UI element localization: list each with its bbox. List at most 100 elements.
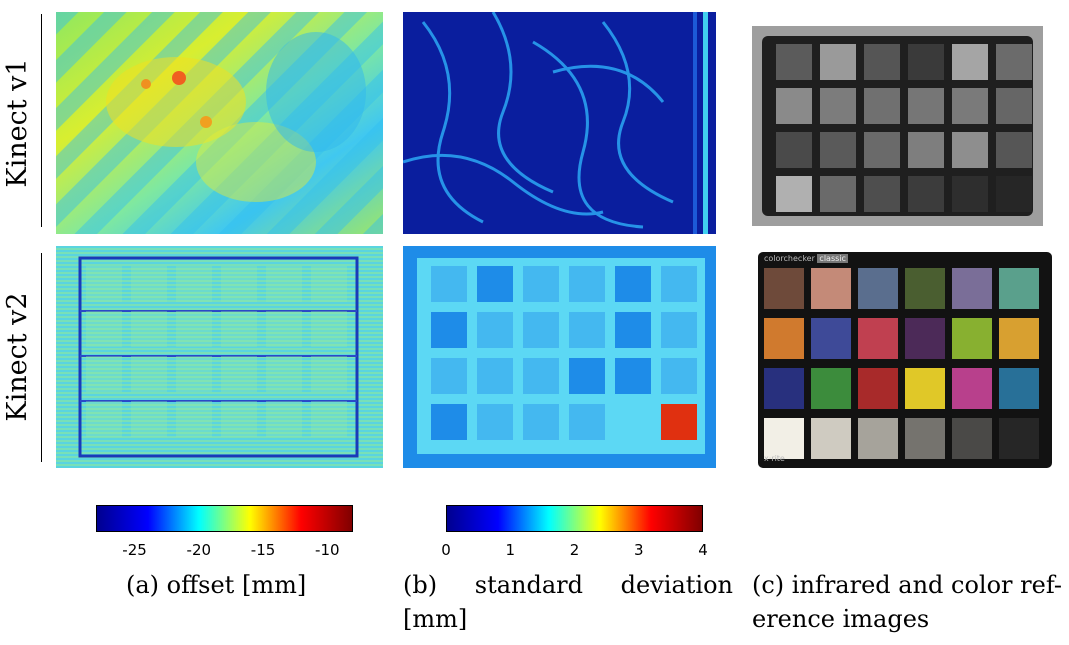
infrared-patch bbox=[864, 176, 900, 212]
infrared-patch bbox=[820, 88, 856, 124]
infrared-patch bbox=[908, 176, 944, 212]
offset-v2-cell-patch bbox=[221, 311, 257, 347]
infrared-patch bbox=[952, 44, 988, 80]
std-v2-cell-patch bbox=[431, 266, 467, 302]
colorchecker-patch bbox=[764, 318, 804, 359]
std-v2-cell-patch bbox=[661, 266, 697, 302]
std-v2-cell-patch bbox=[569, 312, 605, 348]
infrared-patch bbox=[996, 132, 1032, 168]
infrared-patch bbox=[996, 176, 1032, 212]
colorchecker-badge: classic bbox=[817, 254, 848, 263]
std-v2-cell-patch bbox=[615, 266, 651, 302]
color-checker-image: colorchecker classic x·rite bbox=[752, 248, 1058, 471]
std-tick-label: 3 bbox=[633, 541, 644, 559]
offset-v2-cell-patch bbox=[311, 311, 347, 347]
std-v2-cell-patch bbox=[523, 312, 559, 348]
offset-v2-cell-patch bbox=[131, 311, 167, 347]
offset-v2-cell-patch bbox=[176, 401, 212, 437]
std-v2-cell-patch bbox=[431, 404, 467, 440]
offset-v2-cell-patch bbox=[266, 311, 302, 347]
infrared-patch bbox=[952, 176, 988, 212]
offset-v2-cell-patch bbox=[131, 266, 167, 302]
offset-tick-label: -10 bbox=[315, 541, 340, 559]
colorchecker-patch bbox=[905, 418, 945, 459]
offset-v2-cell-patch bbox=[176, 266, 212, 302]
colorbar-std bbox=[446, 505, 703, 532]
offset-tick-label: -20 bbox=[186, 541, 212, 559]
std-v2-cell-patch bbox=[615, 312, 651, 348]
offset-v2-cell-patch bbox=[311, 356, 347, 392]
infrared-patch bbox=[996, 44, 1032, 80]
colorchecker-patch bbox=[811, 318, 851, 359]
colorchecker-patch bbox=[905, 318, 945, 359]
std-tick-label: 1 bbox=[505, 541, 516, 559]
colorchecker-patch bbox=[952, 418, 992, 459]
colorchecker-patch bbox=[764, 368, 804, 409]
infrared-patch bbox=[776, 132, 812, 168]
infrared-reference-image bbox=[752, 26, 1043, 226]
colorchecker-patch bbox=[858, 368, 898, 409]
offset-v2-cell-patch bbox=[86, 311, 122, 347]
colorchecker-patch bbox=[858, 418, 898, 459]
infrared-patch bbox=[820, 132, 856, 168]
offset-v2-cell-patch bbox=[266, 401, 302, 437]
xrite-logo: x·rite bbox=[764, 454, 785, 463]
infrared-patch bbox=[864, 132, 900, 168]
std-v2-cell-patch bbox=[477, 312, 513, 348]
offset-v2-cell-patch bbox=[176, 356, 212, 392]
offset-map-kinect-v1 bbox=[56, 12, 383, 234]
infrared-patch bbox=[864, 44, 900, 80]
infrared-patch bbox=[820, 176, 856, 212]
infrared-patch bbox=[908, 44, 944, 80]
std-v2-cell-patch bbox=[523, 358, 559, 394]
colorchecker-patch bbox=[811, 368, 851, 409]
infrared-patch bbox=[996, 88, 1032, 124]
colorchecker-patch bbox=[905, 368, 945, 409]
std-v2-cell-patch bbox=[569, 358, 605, 394]
colorbar-offset bbox=[96, 505, 353, 532]
infrared-patch bbox=[776, 44, 812, 80]
colorchecker-patch bbox=[811, 268, 851, 309]
std-v2-cell-patch bbox=[431, 358, 467, 394]
infrared-patch bbox=[864, 88, 900, 124]
std-v2-cell-patch bbox=[431, 312, 467, 348]
infrared-patch bbox=[908, 88, 944, 124]
row-rule-v1 bbox=[41, 14, 42, 227]
infrared-patch bbox=[820, 44, 856, 80]
std-map-kinect-v1 bbox=[403, 12, 716, 234]
std-v2-cell-patch bbox=[569, 266, 605, 302]
offset-v2-cell-patch bbox=[131, 401, 167, 437]
colorchecker-patch bbox=[952, 318, 992, 359]
std-tick-label: 2 bbox=[569, 541, 580, 559]
infrared-patch bbox=[776, 176, 812, 212]
caption-b-line1: (b) standard deviation bbox=[403, 571, 733, 599]
caption-c-line2: erence images bbox=[752, 605, 930, 633]
row-rule-v2 bbox=[41, 253, 42, 462]
offset-v2-cell-patch bbox=[311, 266, 347, 302]
offset-v2-cell-patch bbox=[221, 266, 257, 302]
offset-v2-cell-patch bbox=[266, 266, 302, 302]
std-v2-cell-patch bbox=[661, 312, 697, 348]
offset-v2-cell-patch bbox=[221, 401, 257, 437]
colorchecker-patch bbox=[905, 268, 945, 309]
caption-b-line2: [mm] bbox=[403, 605, 468, 633]
colorchecker-patch bbox=[952, 368, 992, 409]
infrared-patch bbox=[776, 88, 812, 124]
offset-v2-cell-patch bbox=[86, 401, 122, 437]
std-v2-cell-patch bbox=[477, 404, 513, 440]
std-v2-cell-patch bbox=[661, 358, 697, 394]
colorchecker-patch bbox=[764, 268, 804, 309]
std-v2-cell-patch bbox=[477, 266, 513, 302]
std-v2-cell-patch bbox=[477, 358, 513, 394]
std-tick-label: 4 bbox=[698, 541, 708, 559]
std-tick-label: 0 bbox=[441, 541, 451, 559]
std-map-kinect-v2 bbox=[403, 246, 716, 468]
colorchecker-patch bbox=[764, 418, 804, 459]
colorchecker-patch bbox=[999, 368, 1039, 409]
offset-tick-label: -25 bbox=[122, 541, 147, 559]
std-v2-cell-patch bbox=[569, 404, 605, 440]
std-v2-cell-patch bbox=[523, 266, 559, 302]
std-v2-cell-patch bbox=[661, 404, 697, 440]
std-v2-cell-patch bbox=[523, 404, 559, 440]
colorchecker-patch bbox=[999, 268, 1039, 309]
